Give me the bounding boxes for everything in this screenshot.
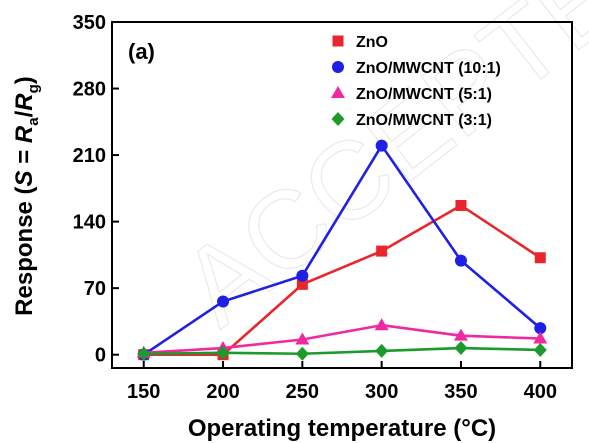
data-point-3-1	[216, 345, 230, 360]
y-title-num-sub: a	[25, 117, 42, 126]
legend-marker-2	[331, 86, 345, 98]
y-title-prefix: Response (	[11, 186, 38, 315]
y-axis-title: Response (S = Ra/Rg)	[11, 76, 42, 316]
data-point-2-5	[533, 331, 548, 344]
data-point-0-3	[376, 245, 388, 257]
data-point-2-3	[374, 318, 389, 331]
series-line-2	[143, 323, 541, 355]
data-point-3-2	[295, 346, 309, 361]
x-tick-label-350: 350	[444, 381, 477, 403]
data-point-3-5	[533, 342, 547, 357]
series-3	[137, 341, 547, 361]
data-point-3-4	[454, 341, 468, 356]
series-line-3	[143, 346, 541, 356]
y-title-den-sub: g	[25, 84, 42, 93]
y-tick-label-0: 0	[95, 345, 106, 367]
y-tick-label-280: 280	[73, 79, 106, 101]
data-point-0-5	[534, 252, 546, 264]
y-title-slash: /	[11, 110, 38, 117]
y-tick-label-350: 350	[73, 12, 106, 34]
series-line-0	[143, 204, 541, 356]
y-title-equals: =	[11, 143, 38, 170]
x-tick-label-150: 150	[127, 381, 160, 403]
data-point-1-4	[454, 254, 467, 267]
y-title-den: R	[11, 93, 38, 111]
legend-label-2: ZnO/MWCNT (5:1)	[356, 86, 492, 103]
series-line-1	[142, 144, 542, 356]
x-axis-title: Operating temperature (°C)	[188, 415, 496, 442]
data-point-1-1	[217, 295, 230, 308]
legend-marker-3	[331, 112, 345, 126]
data-point-3-3	[375, 343, 389, 358]
data-point-2-2	[295, 332, 310, 345]
y-title-num: R	[11, 125, 38, 143]
data-point-3-0	[137, 346, 151, 361]
y-axis: 0 70 140 210 280 350	[73, 12, 119, 367]
y-title-symbol: S	[11, 170, 38, 186]
y-tick-label-210: 210	[73, 145, 106, 167]
y-tick-label-140: 140	[73, 212, 106, 234]
data-point-1-5	[534, 322, 547, 335]
legend-marker-1	[332, 61, 344, 73]
data-point-1-2	[296, 269, 309, 282]
y-title-suffix: )	[11, 76, 38, 84]
y-tick-label-70: 70	[84, 278, 106, 300]
legend: ZnO ZnO/MWCNT (10:1) ZnO/MWCNT (5:1) ZnO/MW…	[331, 34, 501, 129]
data-point-1-3	[375, 139, 388, 152]
x-tick-label-300: 300	[365, 381, 398, 403]
data-point-0-2	[296, 278, 308, 290]
data-point-2-4	[453, 328, 468, 341]
series-1	[137, 139, 547, 361]
x-tick-label-250: 250	[286, 381, 319, 403]
legend-label-3: ZnO/MWCNT (3:1)	[356, 112, 492, 129]
panel-label: (a)	[128, 39, 155, 64]
legend-marker-0	[332, 35, 344, 47]
legend-label-1: ZnO/MWCNT (10:1)	[356, 60, 501, 77]
plot-frame	[111, 21, 573, 369]
x-tick-label-200: 200	[206, 381, 239, 403]
data-point-0-4	[455, 199, 467, 211]
legend-label-0: ZnO	[356, 34, 388, 51]
series-layer	[136, 139, 548, 361]
x-axis: 150 200 250 300 350 400	[127, 361, 557, 403]
x-tick-label-400: 400	[524, 381, 557, 403]
